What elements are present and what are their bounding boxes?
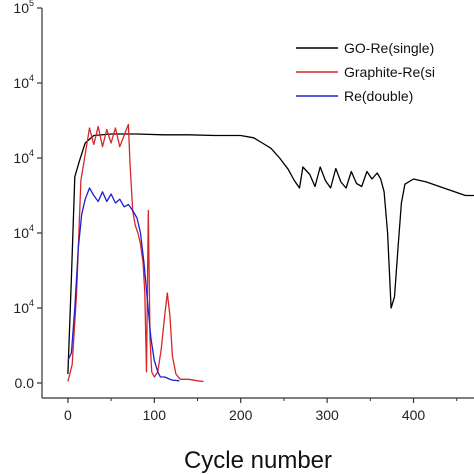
y-tick-base: 10 (13, 150, 29, 166)
y-tick-label: 104 (13, 73, 34, 91)
y-tick-label: 104 (13, 148, 34, 166)
y-tick-base: 10 (13, 300, 29, 316)
plot-frame (41, 8, 474, 399)
y-tick-base: 10 (13, 225, 29, 241)
x-tick-label: 100 (143, 407, 167, 423)
legend-label: Graphite-Re(si (344, 64, 435, 80)
y-tick-exponent: 4 (29, 298, 34, 308)
y-tick-exponent: 4 (29, 148, 34, 158)
y-tick-label: 104 (13, 223, 34, 241)
series-line-0 (67, 133, 474, 375)
y-tick-base: 0.0 (15, 375, 35, 391)
y-tick-base: 10 (13, 0, 29, 16)
series-line-1 (67, 123, 204, 383)
y-tick-label: 105 (13, 0, 34, 16)
series-layer (67, 123, 474, 383)
y-tick-exponent: 4 (29, 223, 34, 233)
y-tick-label: 0.0 (15, 375, 35, 391)
y-tick-label: 104 (13, 298, 34, 316)
x-tick-label: 400 (402, 407, 426, 423)
y-tick-exponent: 5 (29, 0, 34, 8)
y-tick-exponent: 4 (29, 73, 34, 83)
legend-label: Re(double) (344, 88, 413, 104)
x-ticks: 0 100 200 300 400 (64, 398, 458, 423)
legend: GO-Re(single) Graphite-Re(si Re(double) (296, 40, 435, 104)
y-tick-base: 10 (13, 75, 29, 91)
series-line-2 (67, 187, 180, 382)
x-tick-label: 300 (315, 407, 339, 423)
x-tick-label: 0 (64, 407, 72, 423)
x-tick-label: 200 (229, 407, 253, 423)
x-axis-title: Cycle number (184, 447, 332, 474)
legend-label: GO-Re(single) (344, 40, 434, 56)
